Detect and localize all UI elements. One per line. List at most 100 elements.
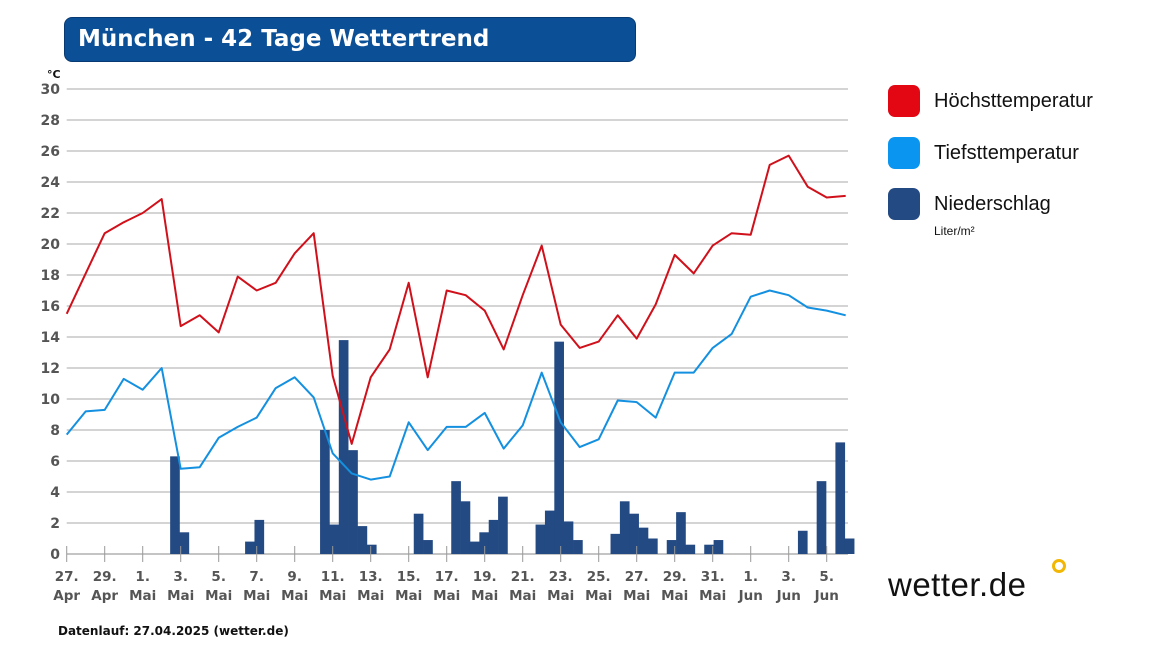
y-tick-label: 14 (41, 330, 61, 346)
x-tick-label-month: Mai (433, 588, 460, 604)
precipitation-bar (704, 544, 714, 554)
x-tick-label-month: Mai (661, 588, 688, 604)
y-tick-label: 12 (41, 361, 60, 377)
precipitation-bar (713, 540, 724, 554)
legend-label: Höchsttemperatur (934, 89, 1093, 112)
precipitation-bar (835, 442, 846, 554)
precipitation-bar (357, 526, 368, 554)
x-tick-label-day: 3. (173, 569, 188, 585)
y-tick-label: 4 (50, 485, 60, 501)
precipitation-bar (648, 538, 658, 554)
precipitation-bar (451, 481, 461, 554)
precipitation-bar (338, 340, 349, 554)
x-tick-label-day: 29. (93, 569, 117, 585)
x-tick-label-month: Jun (738, 588, 763, 604)
legend-swatch-min-temp (888, 137, 920, 169)
precipitation-bar (479, 532, 490, 554)
x-tick-label-month: Mai (129, 588, 156, 604)
x-tick-label-month: Mai (509, 588, 536, 604)
legend-label: Tiefsttemperatur (934, 141, 1079, 164)
y-tick-label: 26 (41, 144, 60, 160)
min-temp-line (65, 289, 846, 481)
precipitation-bar (844, 538, 855, 554)
x-tick-label-day: 1. (135, 569, 150, 585)
precipitation-bar (797, 530, 808, 554)
y-tick-label: 10 (41, 392, 61, 408)
x-tick-label-day: 15. (397, 569, 421, 585)
precipitation-bar (610, 533, 621, 554)
x-tick-label-month: Mai (623, 588, 650, 604)
precipitation-bar (469, 541, 480, 554)
x-tick-label-day: 17. (435, 569, 459, 585)
data-run-footer: Datenlauf: 27.04.2025 (wetter.de) (58, 624, 289, 638)
precipitation-bar (320, 430, 330, 554)
y-tick-label: 8 (50, 423, 60, 439)
x-tick-label-day: 27. (625, 569, 649, 585)
precipitation-bar (619, 501, 630, 554)
chart-title: München - 42 Tage Wettertrend (64, 17, 636, 62)
y-tick-label: 24 (41, 175, 61, 191)
precipitation-bar (498, 496, 508, 554)
precipitation-bar (563, 521, 574, 554)
precipitation-bar (573, 540, 583, 554)
x-tick-label-day: 13. (359, 569, 383, 585)
precipitation-bar (170, 456, 180, 554)
precipitation-bar (254, 519, 265, 554)
precipitation-bar (544, 510, 555, 554)
x-tick-label-day: 7. (249, 569, 264, 585)
precipitation-bar (676, 512, 686, 554)
legend-label: Niederschlag (934, 192, 1051, 215)
precipitation-bar (488, 519, 499, 554)
x-tick-label-day: 11. (321, 569, 345, 585)
sun-icon (1052, 559, 1066, 573)
y-axis-unit: °C (47, 68, 61, 81)
y-tick-label: 18 (41, 268, 60, 284)
x-tick-label-month: Mai (547, 588, 574, 604)
precipitation-bar (423, 540, 433, 554)
y-tick-label: 6 (50, 454, 60, 470)
y-tick-label: 0 (50, 547, 60, 563)
x-tick-label-day: 1. (743, 569, 758, 585)
x-tick-label-day: 23. (549, 569, 573, 585)
precipitation-unit: Liter/m² (934, 224, 975, 238)
precipitation-bar (535, 524, 546, 554)
legend-item-min-temp: Tiefsttemperatur (888, 137, 1079, 169)
y-tick-label: 20 (41, 237, 61, 253)
precipitation-bar (348, 450, 358, 554)
x-tick-label-month: Mai (471, 588, 498, 604)
precipitation-bar (554, 341, 564, 554)
x-tick-label-month: Apr (53, 588, 80, 604)
precipitation-bar (629, 513, 639, 554)
y-tick-label: 28 (41, 113, 60, 129)
x-tick-label-day: 27. (55, 569, 79, 585)
x-tick-label-day: 9. (287, 569, 302, 585)
precipitation-bar (816, 481, 827, 554)
legend-item-precipitation: Niederschlag (888, 188, 1051, 220)
x-tick-label-month: Mai (585, 588, 612, 604)
precipitation-bar (638, 527, 649, 554)
x-tick-label-day: 31. (701, 569, 725, 585)
x-tick-label-month: Apr (91, 588, 118, 604)
x-tick-label-month: Mai (395, 588, 422, 604)
precipitation-bar (179, 532, 190, 554)
x-tick-label-month: Mai (167, 588, 194, 604)
legend-item-max-temp: Höchsttemperatur (888, 85, 1093, 117)
y-tick-label: 30 (41, 82, 61, 98)
precipitation-bar (460, 501, 471, 554)
legend-swatch-max-temp (888, 85, 920, 117)
max-temp-line (65, 154, 846, 445)
x-tick-label-month: Jun (776, 588, 801, 604)
x-tick-label-day: 19. (473, 569, 497, 585)
x-tick-label-day: 29. (663, 569, 687, 585)
wetter-de-logo[interactable]: wetter.de (888, 566, 1027, 603)
precipitation-bar (329, 524, 340, 554)
x-tick-label-month: Mai (699, 588, 726, 604)
weather-chart: 024681012141618202224262830°C27.Apr29.Ap… (41, 68, 855, 604)
precipitation-bar (666, 540, 677, 554)
y-tick-label: 16 (41, 299, 60, 315)
y-tick-label: 22 (41, 206, 60, 222)
legend-swatch-precipitation (888, 188, 920, 220)
precipitation-bar (245, 541, 255, 554)
x-tick-label-day: 3. (781, 569, 796, 585)
x-tick-label-day: 25. (587, 569, 611, 585)
